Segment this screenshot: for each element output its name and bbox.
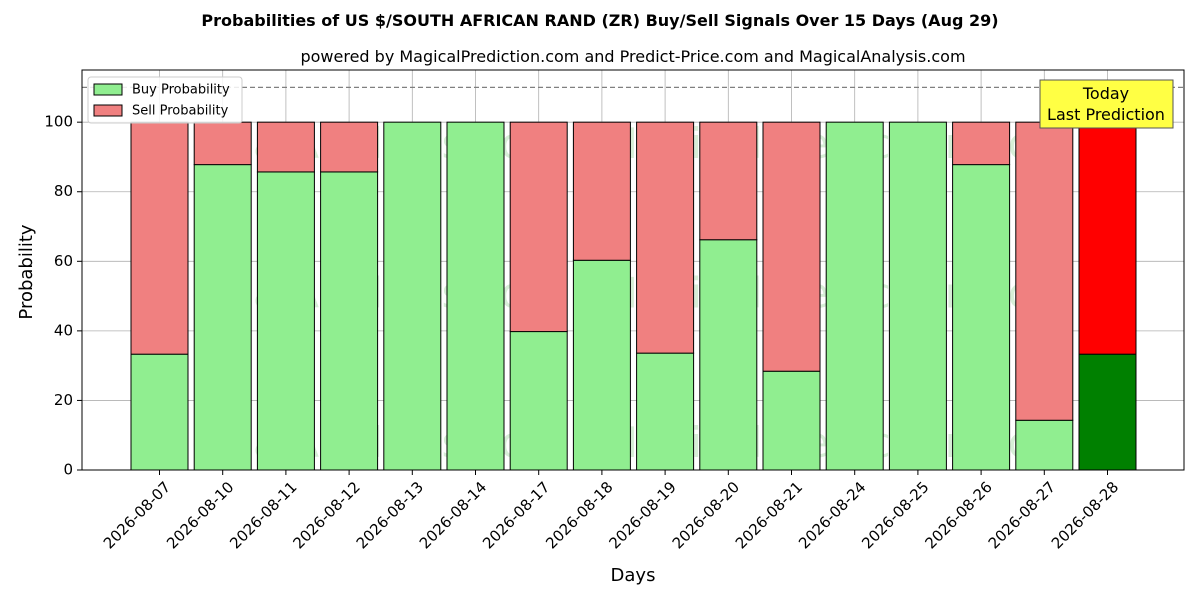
sell-bar	[762, 121, 821, 372]
x-tick-label: 2026-08-26	[921, 478, 995, 552]
buy-bar	[699, 239, 758, 471]
buy-bar	[320, 171, 379, 471]
buy-bar	[130, 353, 189, 471]
chart-subtitle: powered by MagicalPrediction.com and Pre…	[300, 47, 965, 66]
buy-bar	[193, 164, 252, 471]
x-tick-label: 2026-08-21	[732, 478, 806, 552]
buy-bar	[1015, 419, 1074, 471]
y-tick-label: 0	[63, 461, 73, 479]
annotation-today: Today	[1082, 84, 1129, 103]
y-tick-label: 20	[54, 391, 73, 409]
buy-bar	[825, 121, 884, 471]
x-tick-label: 2026-08-19	[605, 478, 679, 552]
buy-bar	[888, 121, 947, 471]
chart-title: Probabilities of US $/SOUTH AFRICAN RAND…	[201, 11, 998, 30]
y-tick-label: 60	[54, 252, 73, 270]
annotation-box	[1039, 79, 1174, 129]
x-tick-label: 2026-08-20	[669, 478, 743, 552]
legend-label: Sell Probability	[132, 104, 229, 119]
buy-bar	[446, 121, 505, 471]
buy-bar	[762, 370, 821, 471]
legend-swatch	[93, 83, 123, 96]
sell-bar	[636, 121, 695, 354]
x-tick-label: 2026-08-27	[985, 478, 1059, 552]
buy-bar	[952, 164, 1011, 471]
x-axis-label: Days	[611, 565, 656, 586]
annotation-last-prediction: Last Prediction	[1047, 105, 1165, 124]
sell-bar	[193, 121, 252, 166]
x-tick-label: 2026-08-25	[858, 478, 932, 552]
sell-bar	[1078, 121, 1137, 355]
x-tick-label: 2026-08-12	[289, 478, 363, 552]
legend-swatch	[93, 104, 123, 117]
buy-bar	[383, 121, 442, 471]
x-tick-label: 2026-08-07	[100, 478, 174, 552]
x-tick-label: 2026-08-24	[795, 478, 869, 552]
sell-bar	[509, 121, 568, 333]
buy-bar	[256, 171, 315, 471]
plot-area: MagicalAnalysis.comMagicalPrediction.com…	[44, 69, 1185, 552]
sell-bar	[256, 121, 315, 173]
buy-bar	[509, 331, 568, 471]
x-tick-label: 2026-08-10	[163, 478, 237, 552]
x-tick-label: 2026-08-11	[226, 478, 300, 552]
y-axis-label: Probability	[16, 224, 37, 319]
legend-label: Buy Probability	[132, 83, 230, 98]
sell-bar	[699, 121, 758, 241]
buy-bar	[636, 352, 695, 471]
x-tick-label: 2026-08-14	[416, 478, 490, 552]
x-tick-label: 2026-08-13	[353, 478, 427, 552]
sell-bar	[1015, 121, 1074, 421]
legend-box	[87, 76, 243, 124]
y-tick-label: 80	[54, 182, 73, 200]
sell-bar	[130, 121, 189, 355]
y-tick-label: 40	[54, 321, 73, 339]
sell-bar	[320, 121, 379, 173]
sell-bar	[952, 121, 1011, 166]
sell-bar	[572, 121, 631, 261]
x-tick-label: 2026-08-17	[479, 478, 553, 552]
x-tick-label: 2026-08-18	[542, 478, 616, 552]
x-tick-label: 2026-08-28	[1048, 478, 1122, 552]
buy-bar	[572, 259, 631, 471]
plot-frame	[81, 69, 1185, 471]
y-tick-label: 100	[44, 113, 73, 131]
buy-bar	[1078, 353, 1137, 471]
